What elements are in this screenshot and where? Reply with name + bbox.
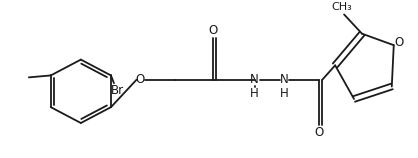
Text: O: O (394, 36, 403, 49)
Text: N: N (280, 73, 289, 86)
Text: O: O (136, 73, 145, 86)
Text: CH₃: CH₃ (332, 2, 352, 12)
Text: N: N (250, 73, 259, 86)
Text: Br: Br (111, 84, 125, 97)
Text: H: H (280, 87, 289, 100)
Text: O: O (315, 126, 324, 139)
Text: O: O (208, 24, 218, 37)
Text: H: H (250, 87, 259, 100)
